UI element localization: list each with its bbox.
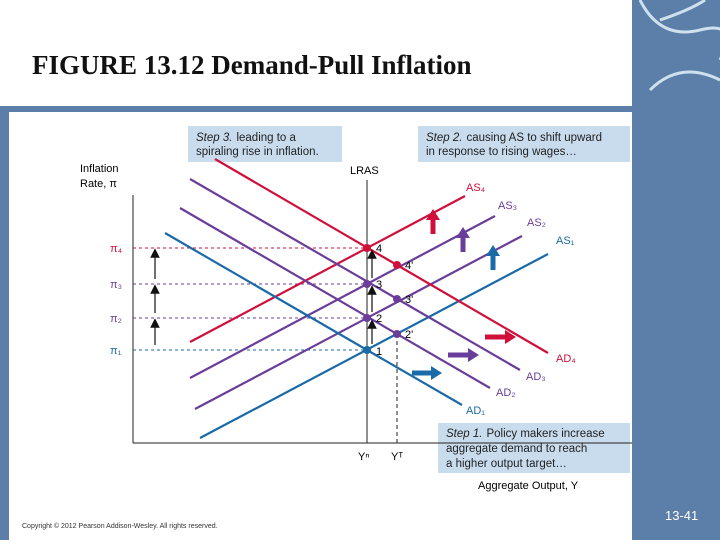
callout-line: causing AS to shift upward [466, 132, 602, 144]
level-label: π₄ [110, 243, 123, 255]
curve-label: AS₂ [527, 217, 546, 229]
title-area [0, 0, 632, 106]
y-axis-label: Inflation [80, 163, 119, 175]
ad-curves [164, 158, 549, 406]
step: Step 1. [446, 428, 482, 440]
up-arrows [150, 248, 377, 345]
yt-label: Yᵀ [391, 451, 403, 463]
callout-line: in response to rising wages… [426, 146, 577, 158]
callout-box [438, 423, 630, 473]
page-number: 13-41 [665, 508, 698, 523]
as-curves [189, 195, 549, 439]
curve-label: AD₁ [466, 405, 485, 417]
level-label: π₃ [110, 279, 122, 291]
point-label: 2 [376, 313, 382, 325]
point-label: 4 [376, 243, 382, 255]
point-label: 2' [405, 329, 413, 341]
callout-line: leading to a [236, 132, 296, 144]
copyright: Copyright © 2012 Pearson Addison-Wesley.… [22, 522, 218, 530]
decoration [638, 0, 720, 92]
curve-label: AS₄ [466, 182, 486, 194]
callout-box [418, 126, 630, 162]
lras-label: LRAS [350, 165, 379, 177]
curve-label: AD₃ [526, 371, 546, 383]
point-label: 3 [376, 279, 382, 291]
x-axis-label: Aggregate Output, Y [478, 480, 579, 492]
callout-line: a higher output target… [446, 458, 567, 470]
curve-label: AS₁ [556, 235, 575, 247]
callout-box [188, 126, 342, 162]
callout: Step 3. leading to a [196, 132, 297, 144]
callout-line: Policy makers increase [486, 428, 604, 440]
content-area [9, 112, 632, 540]
callout-line: spiraling rise in inflation. [196, 146, 319, 158]
level-label: π₁ [110, 345, 122, 357]
level-label: π₂ [110, 313, 122, 325]
curve-label: AD₂ [496, 387, 516, 399]
callout: Step 2. causing AS to shift upward [426, 132, 602, 144]
point-label: 4' [405, 260, 413, 272]
y-axis-label: Rate, π [80, 178, 117, 190]
yn-label: Yⁿ [358, 451, 369, 463]
title: FIGURE 13.12 Demand-Pull Inflation [32, 50, 472, 80]
step: Step 3. [196, 132, 232, 144]
curve-label: AD₄ [556, 353, 576, 365]
callout-line: aggregate demand to reach [446, 443, 587, 455]
step: Step 2. [426, 132, 462, 144]
point-label: 3' [405, 294, 413, 306]
shift-arrows [412, 209, 516, 380]
point-label: 1 [376, 346, 382, 358]
curve-label: AS₃ [498, 200, 517, 212]
callout: Step 1. Policy makers increase [446, 428, 605, 440]
